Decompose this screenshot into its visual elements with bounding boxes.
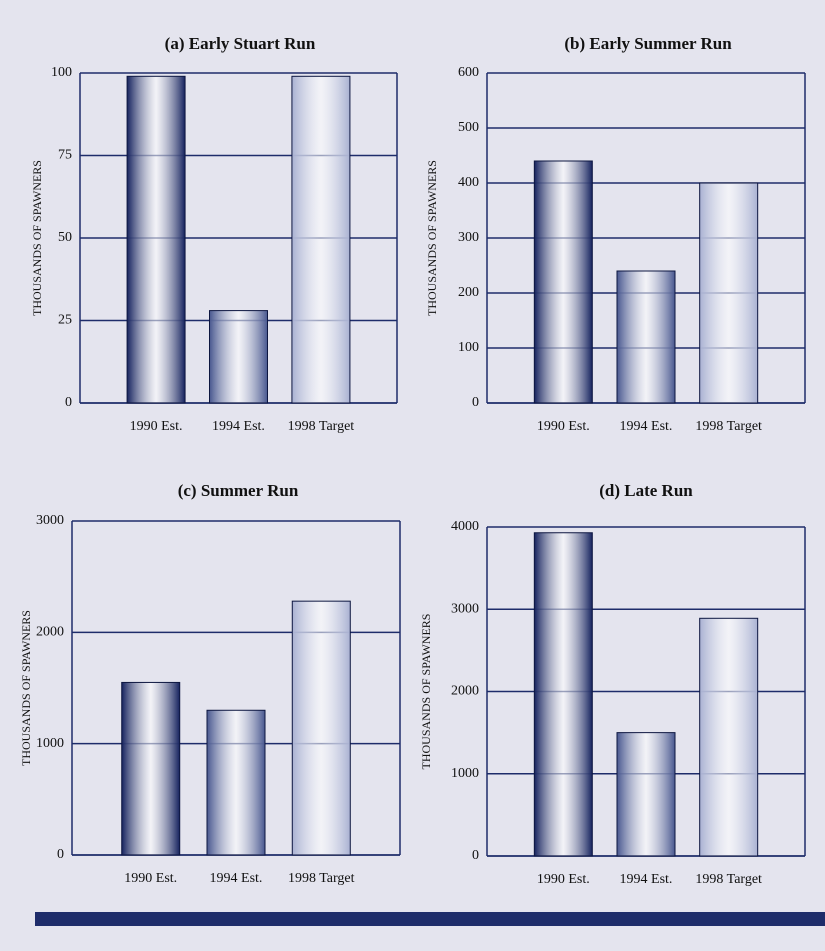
- chart-title: (c) Summer Run: [178, 481, 299, 500]
- y-tick-label: 0: [65, 395, 72, 410]
- y-tick-label: 600: [458, 65, 479, 80]
- y-tick-label: 300: [458, 230, 479, 245]
- x-tick-label: 1990 Est.: [537, 872, 590, 887]
- y-tick-label: 400: [458, 175, 479, 190]
- x-tick-label: 1998 Target: [288, 419, 355, 434]
- x-tick-label: 1998 Target: [695, 419, 762, 434]
- footer-stripe: [35, 912, 825, 926]
- chart-title: (d) Late Run: [599, 481, 693, 500]
- y-tick-label: 500: [458, 120, 479, 135]
- bar: [533, 160, 593, 404]
- y-tick-label: 100: [51, 65, 72, 80]
- y-tick-label: 50: [58, 230, 72, 245]
- y-tick-label: 200: [458, 285, 479, 300]
- y-axis-label: THOUSANDS OF SPAWNERS: [19, 610, 33, 766]
- y-axis-label: THOUSANDS OF SPAWNERS: [419, 614, 433, 770]
- bar: [291, 600, 351, 856]
- y-tick-label: 0: [472, 848, 479, 863]
- bar: [699, 182, 759, 404]
- y-axis-label: THOUSANDS OF SPAWNERS: [30, 160, 44, 316]
- bar: [121, 681, 181, 856]
- bar: [206, 709, 266, 856]
- bar: [126, 75, 186, 404]
- x-tick-label: 1994 Est.: [620, 872, 673, 887]
- bar: [616, 732, 676, 857]
- bar: [291, 75, 351, 404]
- y-tick-label: 2000: [451, 684, 479, 699]
- y-tick-label: 1000: [36, 736, 64, 751]
- y-axis-label: THOUSANDS OF SPAWNERS: [425, 160, 439, 316]
- bar: [533, 532, 593, 857]
- x-tick-label: 1994 Est.: [620, 419, 673, 434]
- y-tick-label: 0: [57, 847, 64, 862]
- x-tick-label: 1994 Est.: [210, 871, 263, 886]
- y-tick-label: 3000: [36, 513, 64, 528]
- y-tick-label: 25: [58, 313, 72, 328]
- y-tick-label: 75: [58, 148, 72, 163]
- y-tick-label: 0: [472, 395, 479, 410]
- y-tick-label: 3000: [451, 601, 479, 616]
- bar: [699, 617, 759, 857]
- x-tick-label: 1990 Est.: [124, 871, 177, 886]
- y-tick-label: 4000: [451, 519, 479, 534]
- bar: [209, 310, 268, 404]
- y-tick-label: 100: [458, 340, 479, 355]
- x-tick-label: 1990 Est.: [537, 419, 590, 434]
- x-tick-label: 1998 Target: [695, 872, 762, 887]
- x-tick-label: 1998 Target: [288, 871, 355, 886]
- y-tick-label: 1000: [451, 766, 479, 781]
- chart-title: (b) Early Summer Run: [564, 34, 732, 53]
- chart-title: (a) Early Stuart Run: [165, 34, 316, 53]
- bar: [616, 270, 676, 404]
- y-tick-label: 2000: [36, 625, 64, 640]
- x-tick-label: 1994 Est.: [212, 419, 265, 434]
- x-tick-label: 1990 Est.: [130, 419, 183, 434]
